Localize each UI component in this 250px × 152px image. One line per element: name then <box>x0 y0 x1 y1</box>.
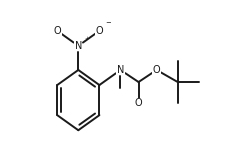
Text: N: N <box>74 41 82 51</box>
Text: O: O <box>135 98 142 108</box>
Text: N: N <box>117 65 124 75</box>
Text: +: + <box>85 36 90 41</box>
Text: −: − <box>106 20 111 26</box>
Text: O: O <box>153 65 160 75</box>
Text: O: O <box>96 26 103 36</box>
Text: O: O <box>54 26 61 36</box>
